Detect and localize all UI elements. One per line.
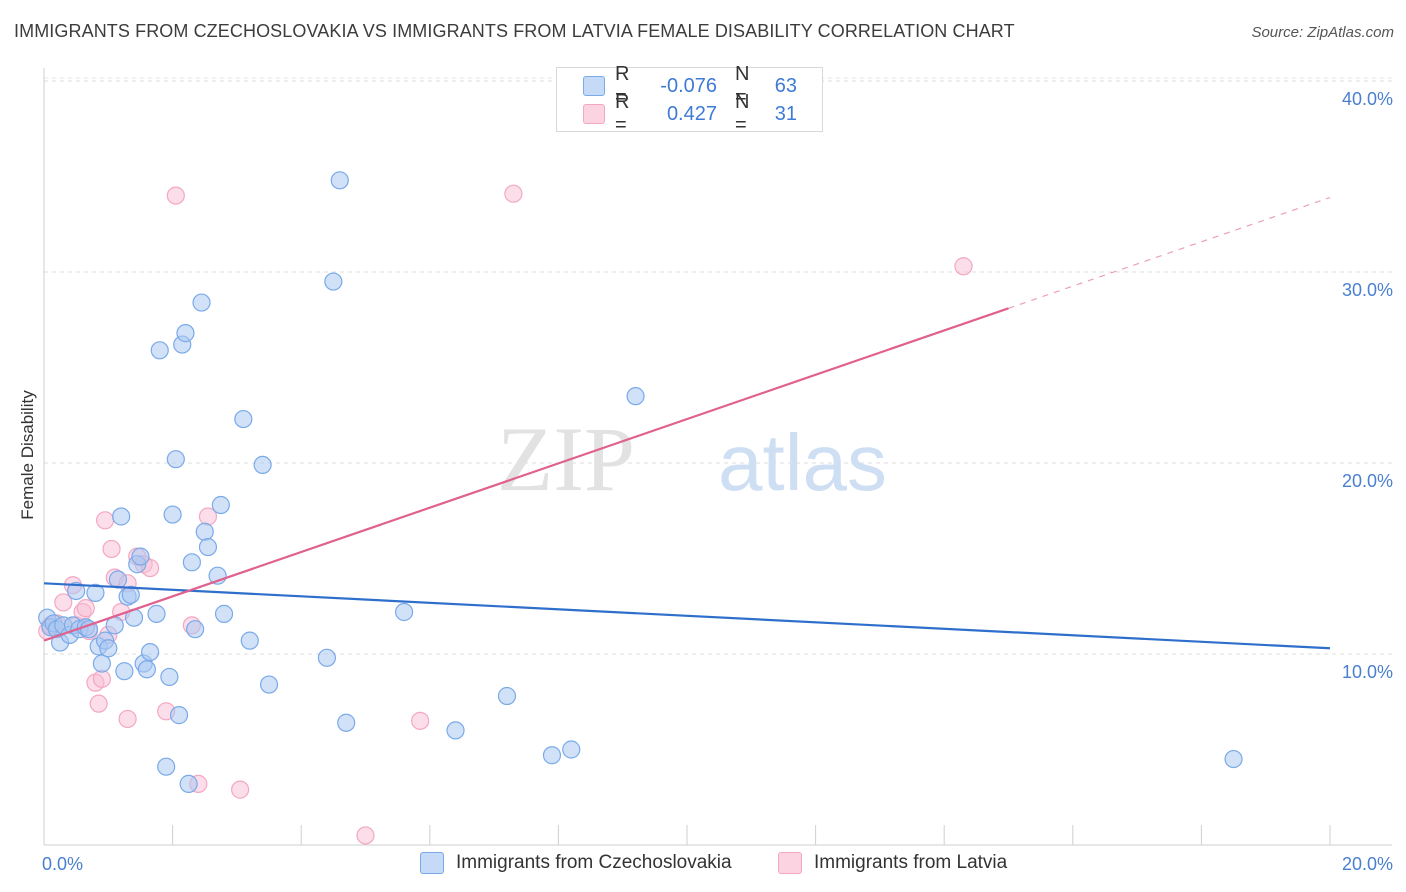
legend: R = -0.076 N = 63 R = 0.427 N = 31 [556, 63, 823, 136]
legend-r-label: R = [615, 91, 630, 136]
point-latvia [54, 593, 73, 612]
legend-n-value: 31 [774, 102, 797, 125]
y-tick-label: 20.0% [1342, 471, 1393, 491]
legend-r-value: -0.076 [660, 74, 717, 97]
point-czechoslovakia [562, 740, 581, 759]
point-czechoslovakia [166, 450, 185, 469]
point-latvia [89, 694, 108, 713]
point-czechoslovakia [131, 547, 150, 566]
point-latvia [411, 711, 430, 730]
point-czechoslovakia [186, 620, 205, 639]
point-czechoslovakia [324, 272, 343, 291]
y-tick-labels: 10.0% 20.0% 30.0% 40.0% [1342, 89, 1393, 682]
x-tick-label: 20.0% [1342, 854, 1393, 874]
point-czechoslovakia [99, 639, 118, 658]
point-czechoslovakia [253, 455, 272, 475]
point-czechoslovakia [446, 721, 465, 740]
bottom-legend-swatch-latvia [778, 852, 802, 874]
point-czechoslovakia [211, 495, 230, 515]
watermark: ZIP atlas [497, 408, 887, 510]
point-czechoslovakia [192, 293, 211, 312]
y-tick-label: 40.0% [1342, 89, 1393, 109]
legend-r-label: R = [615, 63, 630, 108]
watermark-atlas: atlas [718, 418, 887, 507]
point-czechoslovakia [92, 654, 111, 673]
point-czechoslovakia [160, 667, 179, 687]
legend-swatch-czechoslovakia [583, 76, 605, 96]
point-czechoslovakia [330, 171, 349, 190]
point-latvia [231, 780, 250, 799]
point-czechoslovakia [234, 409, 253, 429]
bottom-legend-swatch-czechoslovakia [420, 852, 444, 874]
bottom-legend: Immigrants from Czechoslovakia Immigrant… [0, 852, 1406, 878]
legend-n-value: 63 [774, 74, 797, 97]
point-latvia [166, 186, 185, 205]
chart-title: IMMIGRANTS FROM CZECHOSLOVAKIA VS IMMIGR… [14, 21, 1015, 41]
point-czechoslovakia [497, 686, 517, 706]
point-latvia [76, 599, 95, 618]
point-czechoslovakia [317, 648, 337, 667]
point-czechoslovakia [169, 706, 189, 725]
point-czechoslovakia [137, 660, 156, 679]
point-czechoslovakia [1224, 749, 1243, 769]
point-czechoslovakia [214, 604, 234, 623]
point-latvia [954, 257, 973, 276]
point-czechoslovakia [240, 631, 259, 650]
point-czechoslovakia [259, 675, 279, 694]
point-czechoslovakia [542, 746, 562, 765]
point-latvia [95, 511, 115, 530]
trend-lines [43, 196, 1331, 650]
trend-line-latvia [43, 307, 1009, 642]
trend-line-latvia-projection [1008, 196, 1331, 309]
source-label: Source: ZipAtlas.com [1251, 24, 1394, 41]
y-tick-label: 10.0% [1342, 662, 1393, 682]
point-latvia [504, 184, 523, 203]
legend-n-label: N = [735, 91, 750, 136]
legend-n-label: N = [735, 63, 750, 108]
point-czechoslovakia [112, 507, 131, 526]
point-czechoslovakia [337, 713, 356, 732]
point-czechoslovakia [179, 774, 198, 793]
point-czechoslovakia [150, 341, 169, 360]
y-tick-label: 30.0% [1342, 280, 1393, 300]
bottom-legend-latvia: Immigrants from Latvia [778, 852, 1007, 874]
point-latvia [92, 669, 111, 688]
point-czechoslovakia [195, 522, 214, 541]
bottom-legend-czechoslovakia: Immigrants from Czechoslovakia [420, 852, 732, 874]
bottom-legend-label-czechoslovakia: Immigrants from Czechoslovakia [456, 852, 732, 873]
point-czechoslovakia [182, 553, 201, 572]
series-czechoslovakia-points [38, 171, 1243, 793]
point-czechoslovakia [115, 662, 134, 681]
point-czechoslovakia [176, 324, 195, 343]
point-czechoslovakia [394, 602, 414, 622]
legend-swatch-latvia [583, 104, 605, 124]
x-tick-label: 0.0% [42, 854, 83, 874]
axes [43, 68, 1392, 846]
point-czechoslovakia [163, 505, 182, 524]
legend-r-value: 0.427 [666, 102, 717, 125]
point-czechoslovakia [140, 642, 160, 662]
bottom-legend-label-latvia: Immigrants from Latvia [814, 852, 1008, 873]
point-czechoslovakia [121, 585, 140, 604]
trend-line-czechoslovakia [43, 582, 1331, 650]
point-czechoslovakia [67, 581, 86, 601]
point-latvia [102, 539, 121, 559]
gridlines [44, 77, 1392, 655]
point-latvia [118, 709, 137, 729]
point-latvia [356, 826, 375, 845]
point-czechoslovakia [198, 537, 218, 557]
point-czechoslovakia [86, 583, 105, 602]
point-czechoslovakia [626, 387, 645, 406]
watermark-zip: ZIP [497, 408, 635, 510]
x-tick-labels: 0.0% 20.0% [42, 854, 1393, 874]
point-czechoslovakia [157, 757, 176, 776]
point-czechoslovakia [147, 604, 166, 623]
point-czechoslovakia [108, 570, 128, 589]
